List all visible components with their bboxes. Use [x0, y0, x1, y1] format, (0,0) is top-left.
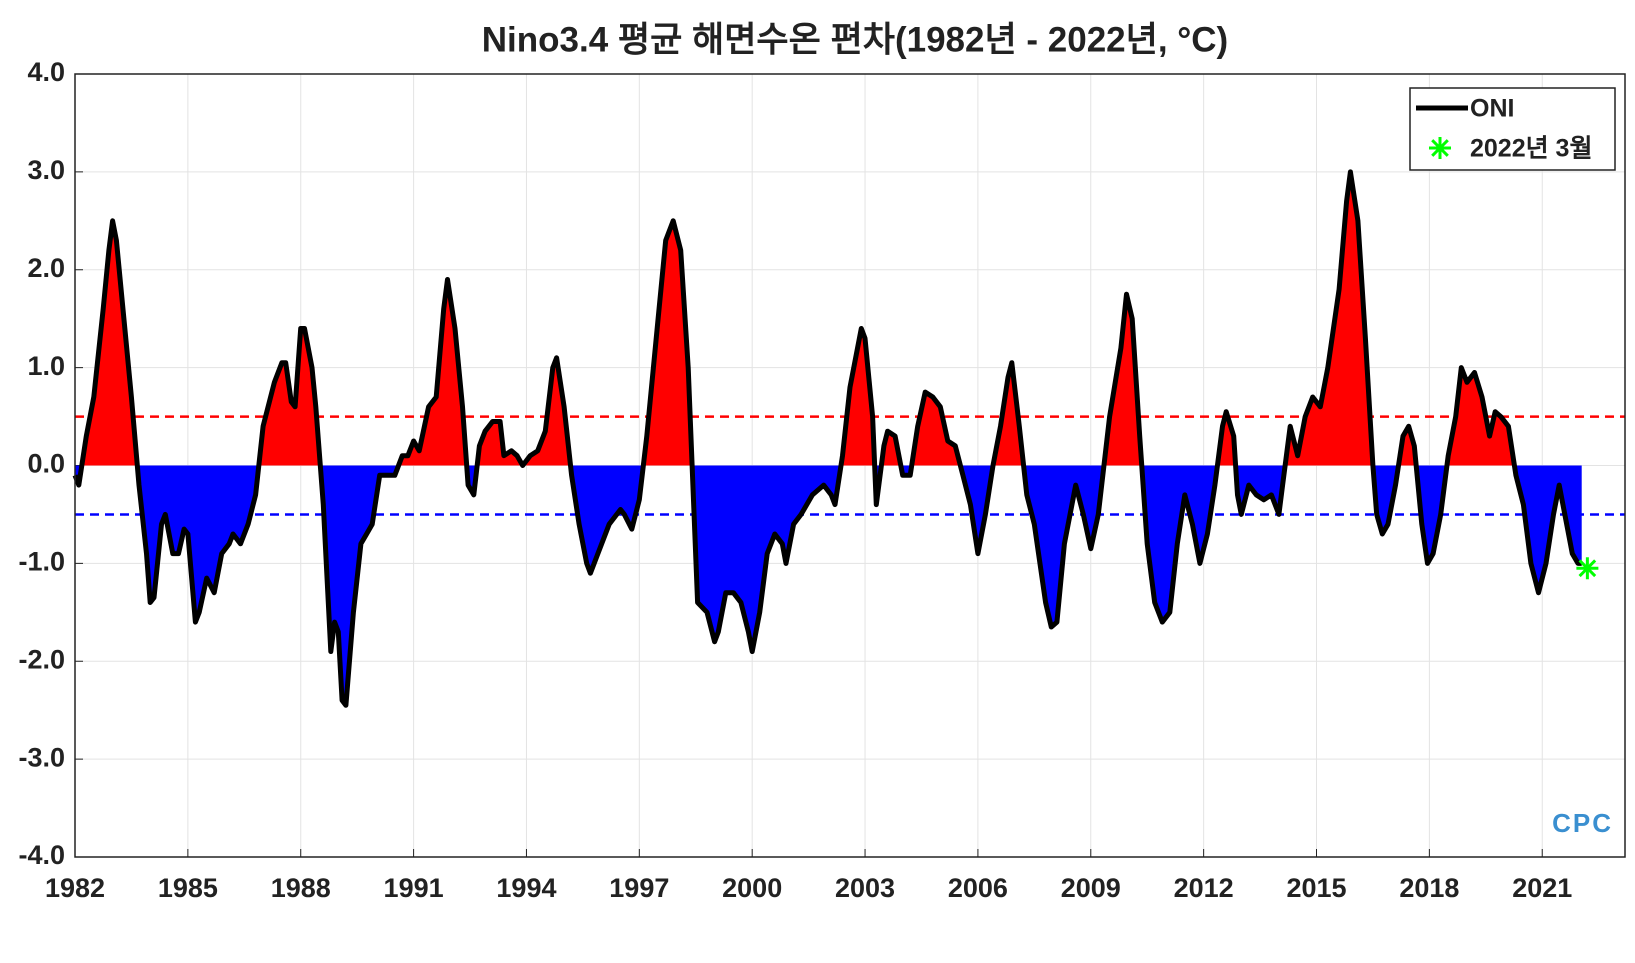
- star-stroke: [1431, 139, 1449, 157]
- y-tick-label: 4.0: [27, 57, 65, 87]
- x-tick-label: 1997: [609, 873, 669, 903]
- x-tick-label: 2003: [835, 873, 895, 903]
- x-tick-label: 2000: [722, 873, 782, 903]
- chart-title: Nino3.4 평균 해면수온 편차(1982년 - 2022년, °C): [482, 20, 1228, 59]
- y-tick-label: 3.0: [27, 155, 65, 185]
- y-tick-label: -1.0: [18, 547, 65, 577]
- x-tick-label: 2009: [1061, 873, 1121, 903]
- x-tick-label: 2012: [1174, 873, 1234, 903]
- star-stroke: [1578, 559, 1597, 578]
- x-tick-label: 2021: [1512, 873, 1572, 903]
- x-tick-label: 1985: [158, 873, 218, 903]
- logo: CPC: [1552, 808, 1613, 838]
- star-marker: [1429, 137, 1451, 159]
- positive-area: [75, 171, 1582, 466]
- y-tick-label: -3.0: [18, 742, 65, 772]
- legend-box: [1409, 87, 1616, 171]
- negative-area: [75, 465, 1582, 706]
- x-tick-label: 1994: [496, 873, 556, 903]
- y-tick-label: -4.0: [18, 840, 65, 870]
- plot-frame: [74, 73, 1626, 858]
- x-tick-label: 2006: [948, 873, 1008, 903]
- legend-label: ONI: [1470, 95, 1514, 123]
- x-tick-label: 2018: [1399, 873, 1459, 903]
- y-tick-label: -2.0: [18, 644, 65, 674]
- y-tick-label: 1.0: [27, 351, 65, 381]
- y-tick-label: 0.0: [27, 449, 65, 479]
- y-tick-label: 2.0: [27, 253, 65, 283]
- x-tick-label: 1982: [45, 873, 105, 903]
- star-marker: [1576, 557, 1599, 580]
- x-tick-label: 1991: [384, 873, 444, 903]
- x-tick-label: 2015: [1286, 873, 1346, 903]
- oni-line: [72, 169, 1582, 708]
- legend-label: 2022년 3월: [1470, 135, 1592, 163]
- x-tick-label: 1988: [271, 873, 331, 903]
